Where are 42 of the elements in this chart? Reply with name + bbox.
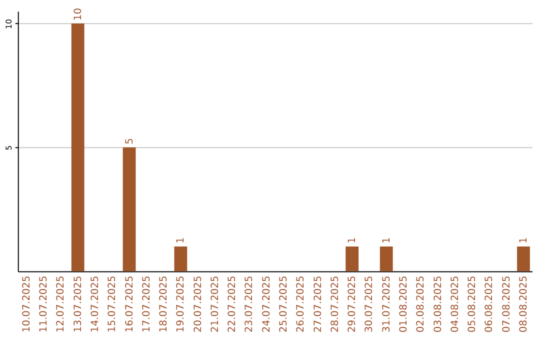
x-tick-label: 17.07.2025 <box>141 276 152 332</box>
x-tick-label: 16.07.2025 <box>124 276 136 332</box>
x-tick-label: 07.08.2025 <box>501 276 512 332</box>
data-label: 1 <box>381 237 392 244</box>
bar <box>122 147 136 272</box>
data-label: 1 <box>347 237 358 244</box>
x-tick-label: 19.07.2025 <box>176 276 187 332</box>
x-tick-label: 22.07.2025 <box>227 276 238 332</box>
x-tick-label: 01.08.2025 <box>398 276 410 332</box>
bar <box>380 246 393 272</box>
x-tick-label: 06.08.2025 <box>484 276 496 332</box>
data-label: 1 <box>518 237 530 244</box>
x-tick-label: 18.07.2025 <box>158 276 170 332</box>
x-tick-label: 28.07.2025 <box>330 276 341 332</box>
x-tick-label: 03.08.2025 <box>432 276 444 332</box>
x-tick-label: 27.07.2025 <box>312 276 324 332</box>
bar <box>174 246 188 272</box>
x-tick-label: 23.07.2025 <box>244 276 256 332</box>
x-tick-label: 04.08.2025 <box>450 276 461 332</box>
x-tick-label: 14.07.2025 <box>90 276 101 332</box>
x-tick-label: 25.07.2025 <box>278 276 290 332</box>
x-tick-label: 08.08.2025 <box>518 276 530 332</box>
x-tick-label: 21.07.2025 <box>210 276 221 332</box>
x-tick-label: 05.08.2025 <box>467 276 478 332</box>
x-tick-label: 02.08.2025 <box>416 276 427 332</box>
x-tick-label: 20.07.2025 <box>192 276 204 332</box>
x-tick-label: 11.07.2025 <box>38 276 50 332</box>
x-tick-label: 31.07.2025 <box>381 276 392 332</box>
x-tick-label: 29.07.2025 <box>347 276 358 332</box>
x-tick-label: 24.07.2025 <box>261 276 272 332</box>
bar <box>71 24 84 272</box>
x-tick-label: 13.07.2025 <box>72 276 84 332</box>
x-tick-label: 30.07.2025 <box>364 276 376 332</box>
data-label: 5 <box>124 138 136 144</box>
x-tick-label: 15.07.2025 <box>107 276 118 332</box>
data-label: 1 <box>176 237 187 244</box>
data-label: 10 <box>72 8 84 21</box>
x-tick-label: 12.07.2025 <box>56 276 67 332</box>
bar <box>346 246 359 272</box>
x-tick-label: 10.07.2025 <box>21 276 32 332</box>
bar <box>517 246 530 272</box>
x-tick-label: 26.07.2025 <box>296 276 307 332</box>
